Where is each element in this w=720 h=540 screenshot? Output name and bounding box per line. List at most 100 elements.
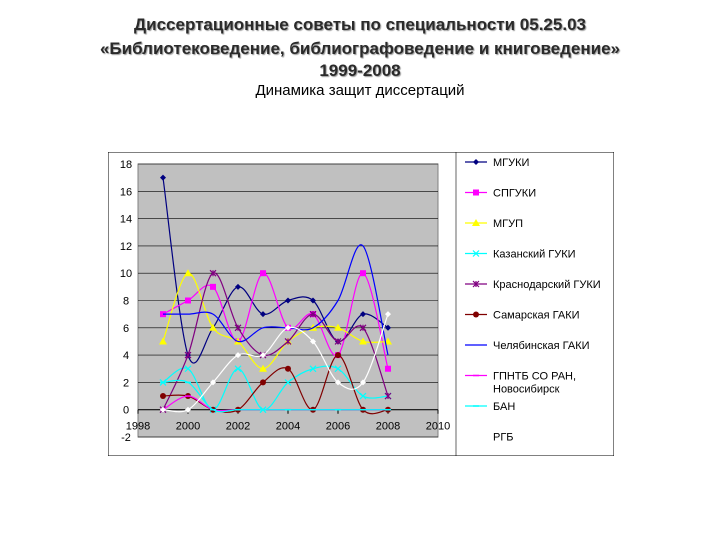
- legend-item: СПГУКИ: [465, 188, 536, 200]
- x-tick-label: 2008: [376, 421, 400, 433]
- data-point: [385, 311, 391, 318]
- x-tick-label: 2002: [226, 421, 250, 433]
- legend-item: Краснодарский ГУКИ: [465, 279, 601, 291]
- legend-label: Самарская ГАКИ: [493, 310, 580, 322]
- data-point: [360, 311, 366, 318]
- data-point: [473, 189, 479, 196]
- data-point: [234, 365, 242, 373]
- data-point: [160, 406, 166, 413]
- data-point: [185, 297, 191, 304]
- y-tick-label: -2: [121, 432, 131, 444]
- data-point: [334, 365, 342, 373]
- data-point: [384, 392, 392, 400]
- legend-item: БАН: [465, 401, 515, 413]
- y-tick-label: 12: [120, 241, 132, 253]
- data-point: [210, 379, 216, 386]
- title-line-3: 1999-2008: [319, 61, 401, 80]
- data-point: [284, 338, 292, 345]
- y-tick-label: 16: [120, 186, 132, 198]
- legend-label: МГУП: [493, 218, 523, 230]
- data-point: [309, 365, 317, 373]
- data-point: [359, 324, 367, 332]
- data-point: [210, 283, 216, 290]
- data-point: [473, 311, 479, 318]
- y-tick-label: 0: [123, 405, 129, 417]
- x-tick-label: 2004: [276, 421, 300, 433]
- data-point: [335, 352, 341, 359]
- legend-label: Челябинская ГАКИ: [493, 340, 590, 352]
- data-point: [385, 365, 391, 372]
- data-point: [285, 365, 291, 372]
- y-tick-label: 18: [120, 159, 132, 171]
- data-point: [184, 365, 192, 373]
- x-tick-label: 2010: [426, 421, 450, 433]
- legend-item: Самарская ГАКИ: [465, 310, 580, 322]
- data-point: [473, 433, 479, 440]
- data-point: [385, 324, 391, 331]
- chart-subtitle: Динамика защит диссертаций: [255, 82, 465, 99]
- series-9: [160, 379, 391, 413]
- data-point: [260, 270, 266, 277]
- data-point: [284, 378, 292, 386]
- data-point: [185, 406, 191, 413]
- data-point: [285, 297, 291, 304]
- title-line-1: Диссертационные советы по специальности …: [134, 15, 586, 34]
- data-point: [285, 324, 291, 331]
- legend-item: ГПНТБ СО РАН,Новосибирск: [465, 371, 576, 396]
- data-point: [473, 159, 479, 165]
- y-tick-label: 6: [123, 323, 129, 335]
- legend-item: Казанский ГУКИ: [465, 249, 576, 261]
- series-7: [163, 244, 389, 356]
- data-point: [310, 297, 316, 304]
- x-tick-label: 2006: [326, 421, 350, 433]
- legend-label: ГПНТБ СО РАН,: [493, 371, 576, 383]
- legend-item: Челябинская ГАКИ: [465, 340, 590, 352]
- y-tick-label: 4: [123, 350, 129, 362]
- data-point: [360, 270, 366, 277]
- data-point: [472, 219, 480, 226]
- series-line: [162, 354, 389, 415]
- legend-label: МГУКИ: [493, 157, 529, 169]
- legend-item: РГБ: [465, 432, 514, 444]
- data-point: [335, 379, 341, 386]
- legend-label: Казанский ГУКИ: [493, 249, 576, 261]
- legend-item: МГУП: [465, 218, 523, 230]
- data-point: [260, 311, 266, 318]
- series-line: [163, 244, 389, 356]
- legend-item: МГУКИ: [465, 157, 529, 169]
- data-point: [359, 337, 367, 345]
- legend-label: СПГУКИ: [493, 188, 536, 200]
- series-10: [160, 311, 391, 413]
- data-point: [209, 269, 217, 277]
- y-tick-label: 2: [123, 377, 129, 389]
- data-point: [309, 310, 317, 318]
- x-tick-label: 2000: [176, 421, 200, 433]
- data-point: [472, 250, 480, 257]
- series-line: [162, 313, 389, 413]
- data-point: [235, 352, 241, 359]
- data-point: [334, 323, 342, 331]
- legend-label: РГБ: [493, 432, 514, 444]
- data-point: [159, 337, 167, 345]
- title-line-2: «Библиотековедение, библиографоведение и…: [99, 39, 621, 58]
- data-point: [360, 379, 366, 386]
- series-5: [159, 269, 392, 414]
- data-point: [184, 269, 192, 277]
- legend-label: БАН: [493, 401, 515, 413]
- series-line: [162, 379, 388, 413]
- data-point: [310, 338, 316, 345]
- data-point: [260, 352, 266, 359]
- data-point: [184, 351, 192, 359]
- line-chart: -2 0 2 4 6 8 10 12 14 16 18 1998 2000 2002 2004 2006 200…: [108, 152, 614, 456]
- legend-label: Краснодарский ГУКИ: [493, 279, 601, 291]
- y-tick-label: 8: [123, 296, 129, 308]
- x-tick-label: 1998: [126, 421, 150, 433]
- y-tick-label: 14: [120, 214, 132, 226]
- y-tick-label: 10: [120, 268, 132, 280]
- data-point: [160, 393, 166, 400]
- data-point: [209, 323, 217, 331]
- data-point: [259, 364, 267, 372]
- series-line: [162, 365, 389, 411]
- data-point: [359, 392, 367, 400]
- data-point: [160, 174, 166, 181]
